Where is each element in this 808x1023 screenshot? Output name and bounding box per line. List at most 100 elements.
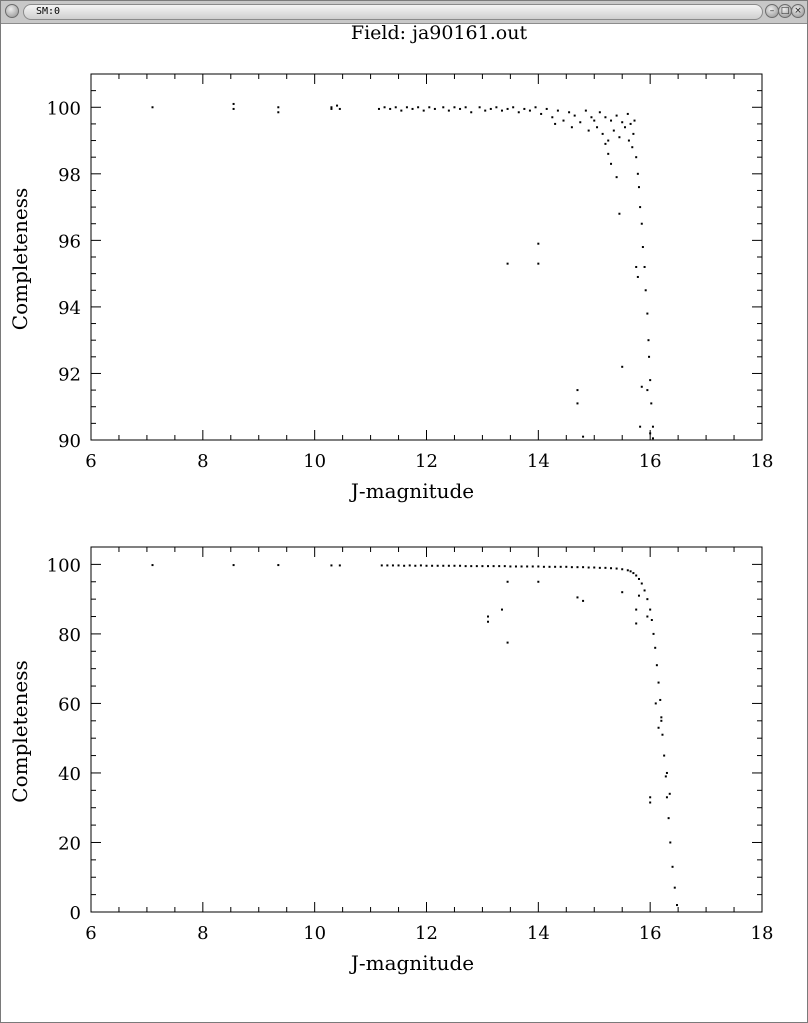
data-point (649, 608, 652, 611)
data-point (551, 116, 554, 119)
y-tick-label: 94 (58, 298, 81, 319)
data-point (520, 565, 523, 568)
plot-frame (90, 546, 763, 913)
data-point (612, 129, 615, 132)
x-tick-label: 16 (639, 451, 662, 472)
data-point (621, 121, 624, 124)
data-point (556, 109, 559, 112)
data-point (652, 632, 655, 635)
data-point (659, 698, 662, 701)
data-point (668, 792, 671, 795)
x-tick-label: 8 (197, 923, 208, 944)
x-tick-label: 12 (415, 451, 438, 472)
data-point (644, 289, 647, 292)
data-point (419, 564, 422, 567)
data-point (542, 565, 545, 568)
maximize-button[interactable]: □ (778, 4, 792, 18)
x-axis-label: J-magnitude (349, 479, 474, 503)
y-tick-label: 40 (58, 764, 81, 785)
data-point (635, 574, 638, 577)
data-point (400, 109, 403, 112)
data-point (489, 107, 492, 110)
data-point (636, 172, 639, 175)
data-point (506, 580, 509, 583)
data-point (632, 572, 635, 575)
data-point (661, 733, 664, 736)
data-point (526, 565, 529, 568)
x-axis-label: J-magnitude (349, 951, 474, 975)
data-point (598, 111, 601, 114)
data-point (500, 109, 503, 112)
close-button[interactable]: × (791, 4, 805, 18)
data-point (646, 598, 649, 601)
data-point (442, 564, 445, 567)
title-bar[interactable]: SM:0 – □ × (1, 1, 807, 24)
data-point (663, 754, 666, 757)
data-point (657, 726, 660, 729)
data-point (151, 106, 154, 109)
data-point (584, 109, 587, 112)
data-point (512, 106, 515, 109)
data-point (568, 111, 571, 114)
data-point (495, 106, 498, 109)
data-point (665, 771, 668, 774)
data-point (646, 389, 649, 392)
data-point (607, 139, 610, 142)
window-menu-button[interactable] (5, 4, 19, 18)
data-point (593, 566, 596, 569)
data-point (459, 564, 462, 567)
data-point (554, 565, 557, 568)
data-point (389, 107, 392, 110)
data-point (604, 116, 607, 119)
data-point (442, 106, 445, 109)
data-point (576, 389, 579, 392)
data-point (576, 596, 579, 599)
data-point (232, 107, 235, 110)
data-point (607, 152, 610, 155)
data-point (531, 565, 534, 568)
data-point (537, 580, 540, 583)
x-tick-label: 16 (639, 923, 662, 944)
data-point (582, 599, 585, 602)
data-point (506, 107, 509, 110)
data-point (383, 106, 386, 109)
data-point (565, 565, 568, 568)
x-tick-label: 6 (85, 451, 96, 472)
data-point (509, 565, 512, 568)
data-point (330, 106, 333, 109)
y-tick-label: 80 (58, 625, 81, 646)
data-point (660, 719, 663, 722)
data-point (425, 564, 428, 567)
data-point (664, 775, 667, 778)
data-point (637, 577, 640, 580)
data-point (637, 186, 640, 189)
data-point (411, 107, 414, 110)
data-point (615, 567, 618, 570)
data-point (151, 564, 154, 567)
data-point (635, 608, 638, 611)
data-point (338, 107, 341, 110)
data-point (414, 564, 417, 567)
data-point (655, 664, 658, 667)
page-title: Field: ja90161.out (351, 23, 528, 44)
data-point (506, 262, 509, 265)
data-point (673, 886, 676, 889)
data-point (338, 564, 341, 567)
x-tick-label: 18 (751, 923, 774, 944)
data-point (232, 564, 235, 567)
data-point (641, 246, 644, 249)
data-point (610, 567, 613, 570)
data-point (470, 565, 473, 568)
data-point (408, 564, 411, 567)
data-point (537, 565, 540, 568)
y-tick-label: 96 (58, 231, 81, 252)
minimize-button[interactable]: – (765, 4, 779, 18)
data-point (500, 608, 503, 611)
data-point (596, 126, 599, 129)
data-point (330, 107, 333, 110)
data-point (570, 126, 573, 129)
data-point (403, 564, 406, 567)
x-tick-label: 10 (303, 923, 326, 944)
minimize-icon: – (769, 6, 775, 16)
